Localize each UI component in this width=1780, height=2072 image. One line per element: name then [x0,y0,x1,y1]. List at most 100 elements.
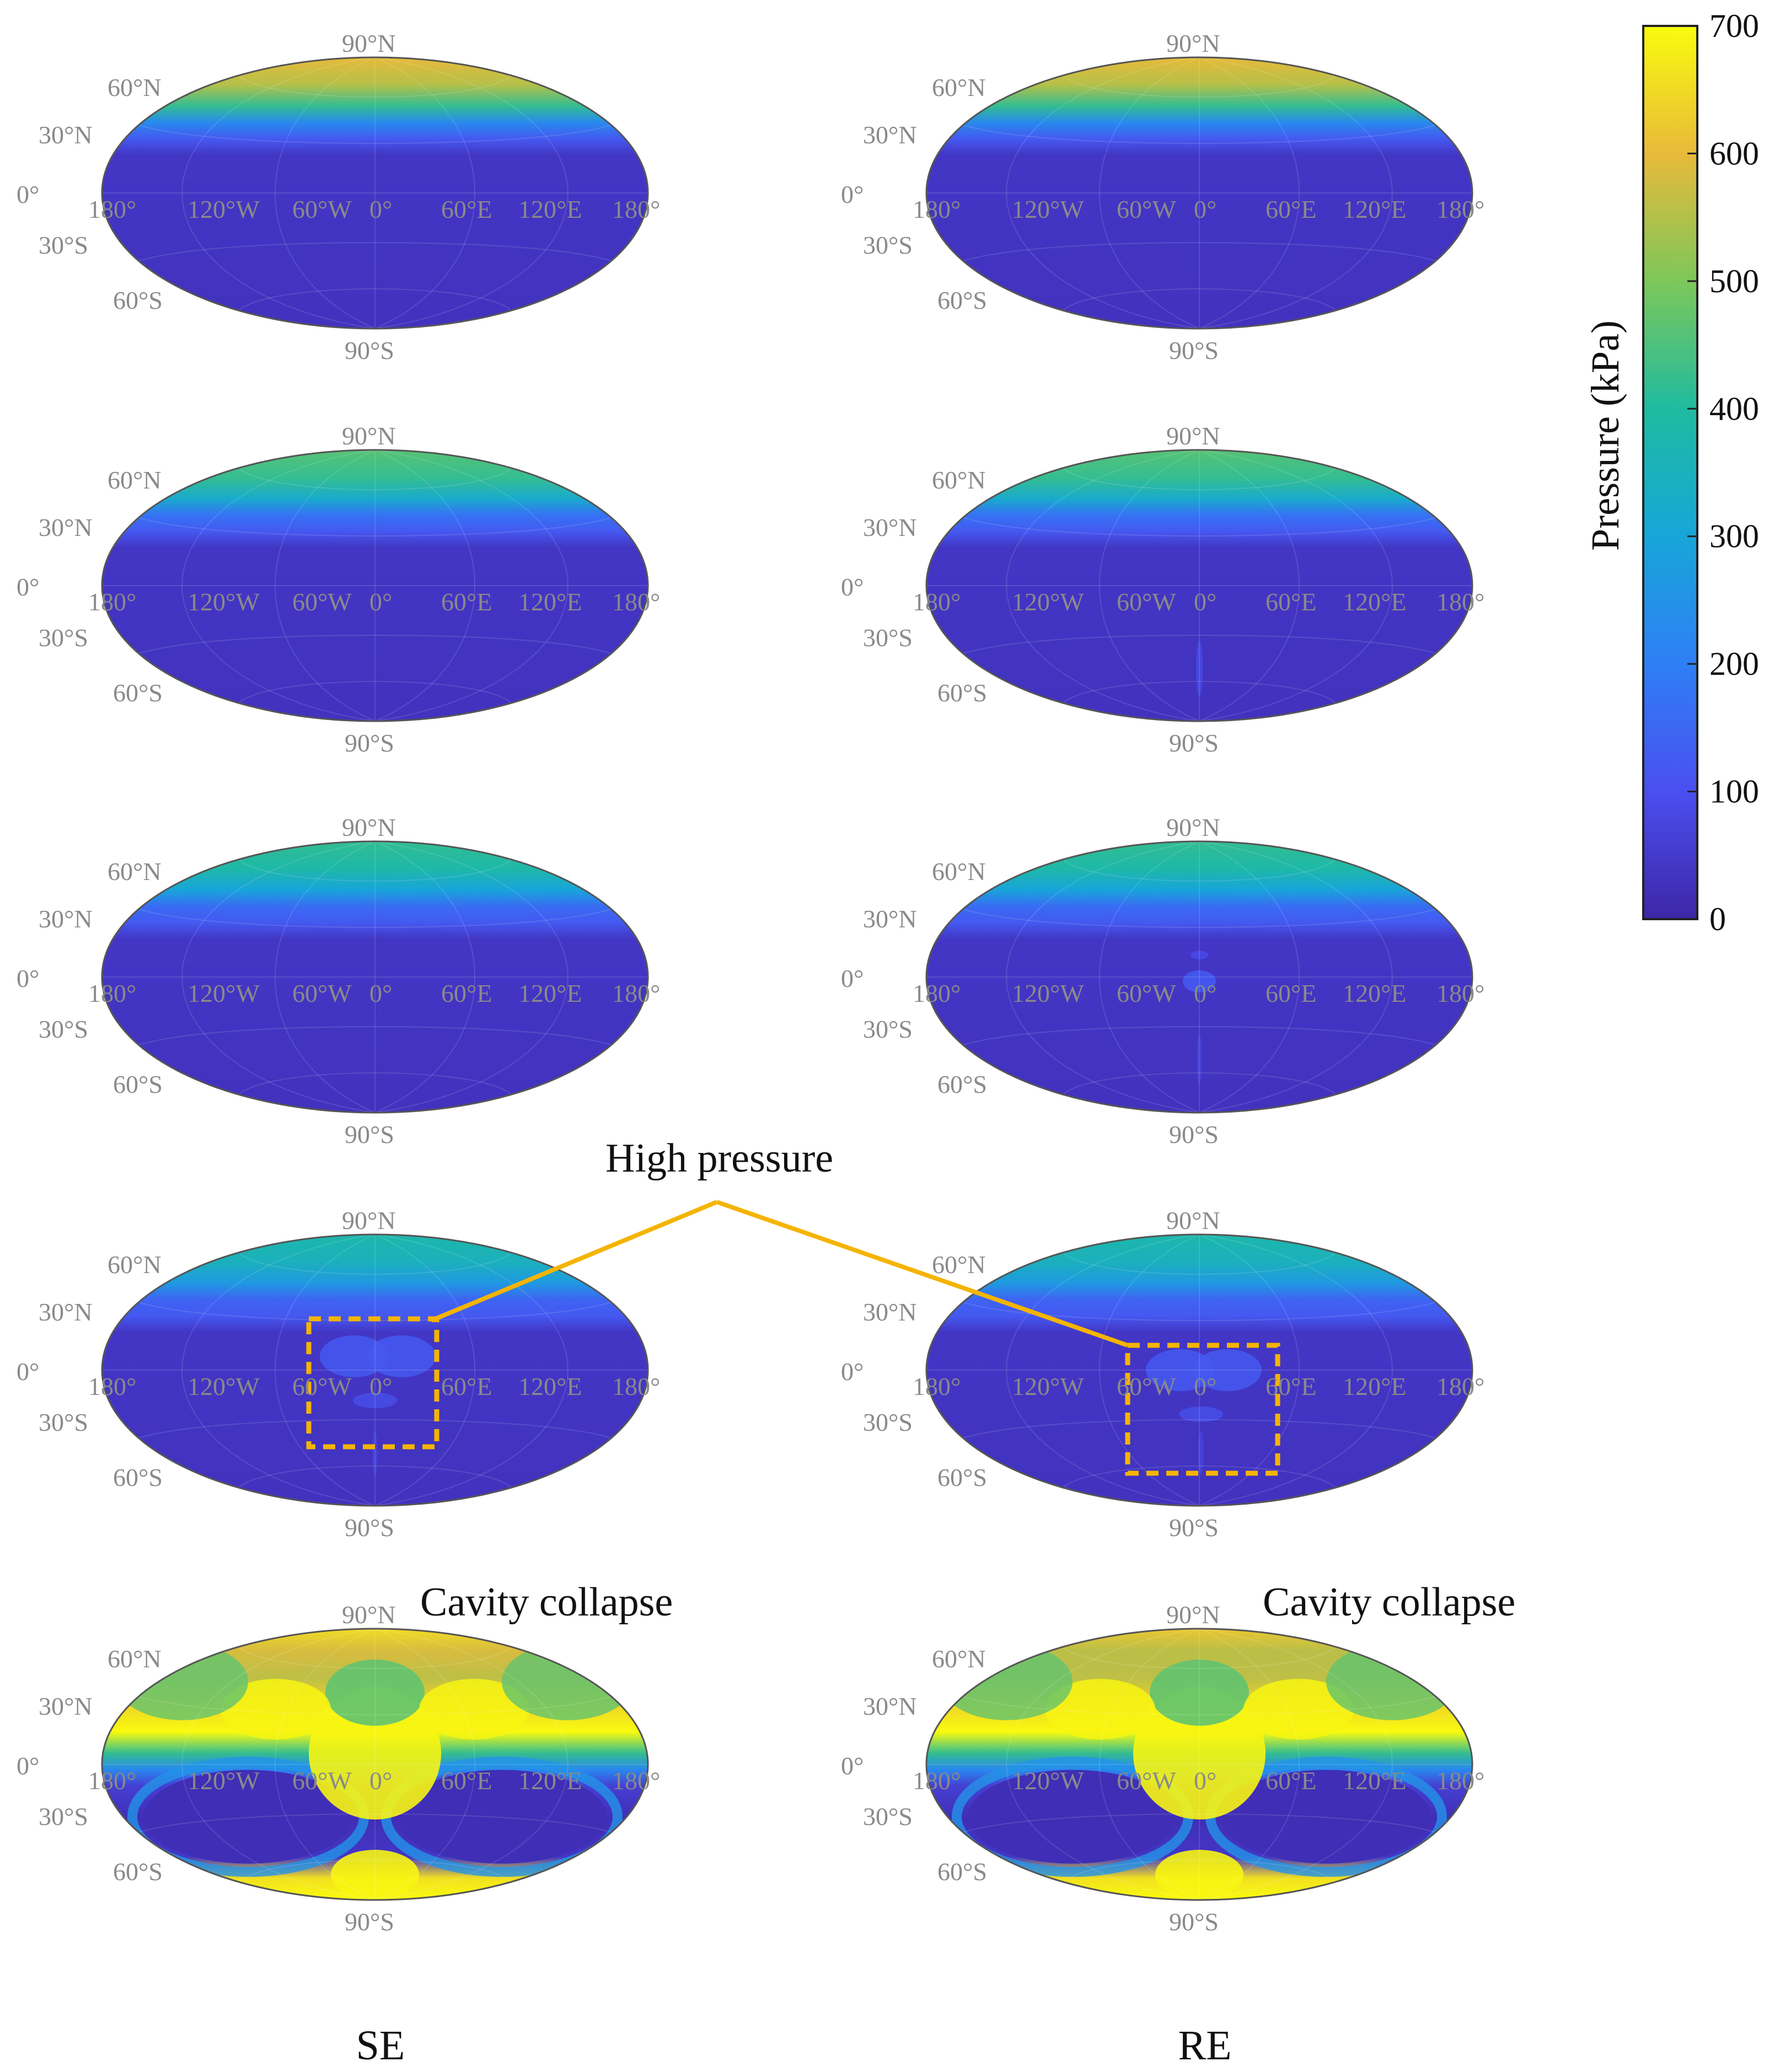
lon-tick-label: 180° [612,979,660,1007]
lat-tick-label: 60°S [937,1858,987,1886]
colorbar-tick-label: 300 [1709,518,1759,555]
lon-tick-label: 60°W [292,1372,352,1400]
lat-tick-label: 60°S [113,1858,163,1886]
map-field [102,57,648,329]
lat-tick-label: 60°S [937,1070,987,1098]
lon-tick-label: 0° [369,979,392,1007]
colorbar-tick-label: 0 [1709,901,1726,937]
lon-tick-label: 120°E [1343,979,1407,1007]
lat-tick-label: 90°N [342,1206,396,1234]
lat-tick-label: 30°N [863,121,917,149]
lat-tick-label: 90°S [345,336,394,364]
column-label-se: SE [356,2022,405,2069]
lon-tick-label: 180° [612,588,660,616]
lon-tick-label: 120°E [1343,588,1407,616]
lat-tick-label: 90°N [342,813,396,841]
lon-tick-label: 60°W [292,588,352,616]
lat-tick-label: 90°N [342,29,396,57]
map-field [926,841,1472,1113]
lon-tick-label: 60°W [292,195,352,223]
lon-tick-label: 60°E [1266,195,1317,223]
lon-tick-label: 0° [1194,979,1216,1007]
lon-tick-label: 180° [88,979,136,1007]
lon-tick-label: 180° [88,1767,136,1795]
high-pressure-leader-se [430,1200,718,1323]
lon-tick-label: 60°E [1266,588,1317,616]
lat-tick-label: 0° [17,180,39,208]
lat-tick-label: 30°N [863,1298,917,1326]
high-pressure-box [306,1316,439,1450]
lon-tick-label: 0° [1194,588,1216,616]
lon-tick-label: 60°W [1117,979,1176,1007]
lon-tick-label: 120°W [187,588,260,616]
graticule [102,1629,648,1900]
graticule [926,1629,1472,1900]
lat-tick-label: 30°S [863,231,913,259]
lon-tick-label: 0° [369,1767,392,1795]
lat-tick-label: 60°S [113,286,163,314]
lat-tick-label: 90°N [1166,813,1220,841]
lon-tick-label: 60°E [1266,1767,1317,1795]
lat-tick-label: 30°S [863,1015,913,1043]
cavity-collapse-label-se: Cavity collapse [420,1580,673,1625]
colorbar-label: Pressure (kPa) [1583,320,1627,551]
map-panel-re-2: 90°N 60°N 30°N 0° 30°S 60°S 90°S 180° 120°W 60°W 0… [841,422,1484,757]
lat-tick-label: 90°N [342,422,396,450]
lon-tick-label: 120°E [518,1767,582,1795]
lon-tick-label: 120°W [1012,1372,1084,1400]
lon-tick-label: 180° [88,195,136,223]
high-pressure-leader-re [716,1200,1129,1348]
graticule [926,1234,1472,1506]
lat-tick-label: 60°S [937,679,987,707]
lon-tick-label: 60°W [1117,1372,1176,1400]
lat-tick-label: 60°N [932,1250,986,1279]
map-panel-re-5: 90°N 60°N 30°N 0° 30°S 60°S 90°S 180° 120°W 60°W 0… [841,1601,1484,1936]
lat-tick-label: 0° [841,573,864,601]
lon-tick-label: 0° [369,195,392,223]
lat-tick-label: 30°N [863,905,917,933]
lat-tick-label: 90°S [345,1513,394,1542]
lon-tick-label: 120°E [518,195,582,223]
lat-tick-label: 60°N [932,857,986,885]
map-panel-re-1: 90°N 60°N 30°N 0° 30°S 60°S 90°S 180° 120°W 60°W 0… [841,29,1484,364]
lon-tick-label: 120°E [1343,1767,1407,1795]
lat-tick-label: 30°S [39,1408,88,1436]
lat-tick-label: 30°N [39,1692,93,1720]
map-field [102,841,648,1113]
lat-tick-label: 90°S [345,1120,394,1148]
lat-tick-label: 90°S [1169,336,1219,364]
lat-tick-label: 30°N [39,905,93,933]
lon-tick-label: 120°E [518,979,582,1007]
lat-tick-label: 60°N [108,857,162,885]
map-field [102,1234,648,1506]
lat-tick-label: 60°N [932,73,986,101]
lon-tick-label: 0° [1194,1372,1216,1400]
lon-tick-label: 180° [612,195,660,223]
graticule [926,450,1472,721]
lon-tick-label: 180° [1436,195,1484,223]
lon-tick-label: 120°W [187,195,260,223]
lat-tick-label: 90°S [1169,1908,1219,1936]
lon-tick-label: 120°E [1343,1372,1407,1400]
lat-tick-label: 30°N [863,1692,917,1720]
lon-tick-label: 0° [1194,1767,1216,1795]
lat-tick-label: 0° [841,180,864,208]
colorbar-tick-label: 500 [1709,263,1759,299]
lat-tick-label: 90°S [1169,729,1219,757]
lon-tick-label: 0° [369,588,392,616]
high-pressure-label: High pressure [605,1136,833,1181]
lat-tick-label: 30°N [39,513,93,541]
lon-tick-label: 60°W [292,1767,352,1795]
lat-tick-label: 60°N [108,466,162,494]
lon-tick-label: 0° [1194,195,1216,223]
lat-tick-label: 30°S [39,1802,88,1831]
colorbar-tick-label: 600 [1709,135,1759,171]
lat-tick-label: 60°N [108,1250,162,1279]
lat-tick-label: 0° [17,1357,39,1386]
lon-tick-label: 60°W [292,979,352,1007]
lon-tick-label: 180° [88,1372,136,1400]
lat-tick-label: 30°S [863,1802,913,1831]
lon-tick-label: 180° [1436,1767,1484,1795]
